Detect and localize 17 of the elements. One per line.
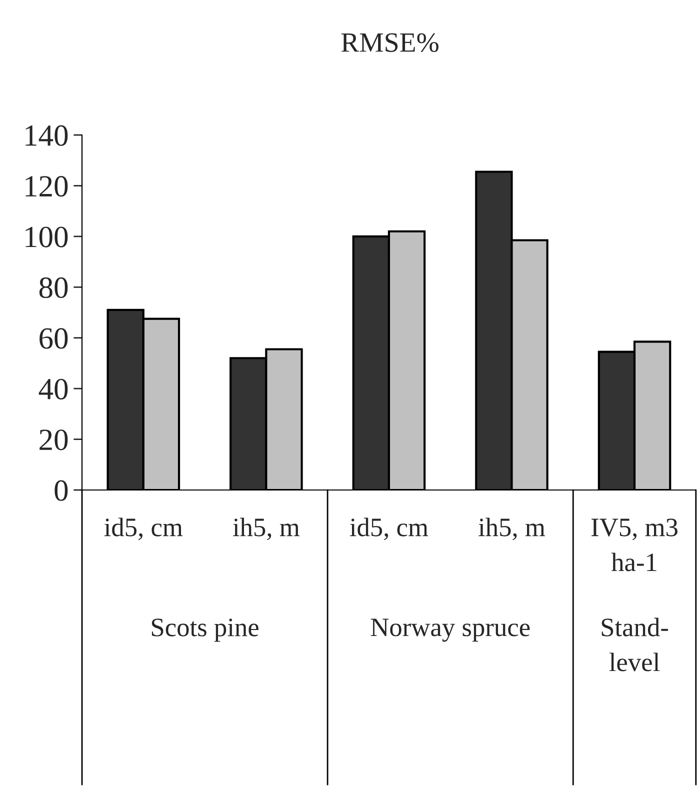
- y-tick-label: 100: [26, 226, 68, 248]
- y-tick-label: 40: [38, 378, 68, 400]
- x-tick-label: ih5, m: [233, 518, 300, 540]
- y-tick-label: 140: [26, 125, 68, 146]
- text: Scots pine: [152, 618, 258, 642]
- text: Stand-level: [602, 618, 668, 672]
- x-tick-label: IV5, m3 ha-1: [591, 518, 678, 572]
- y-tick-label: 20: [40, 430, 68, 450]
- x-tick-label: id5, cm: [104, 518, 183, 540]
- y-tick-label: 0: [54, 480, 68, 501]
- y-tick-label: 120: [26, 176, 68, 197]
- y-tick-label: 60: [40, 328, 68, 349]
- chart-title: RMSE%: [341, 33, 438, 52]
- x-tick-label: ih5, m: [478, 518, 546, 540]
- x-tick-label: id5, cm: [350, 518, 428, 540]
- y-tick-label: 80: [39, 277, 68, 298]
- text: Norway spruce: [370, 618, 530, 642]
